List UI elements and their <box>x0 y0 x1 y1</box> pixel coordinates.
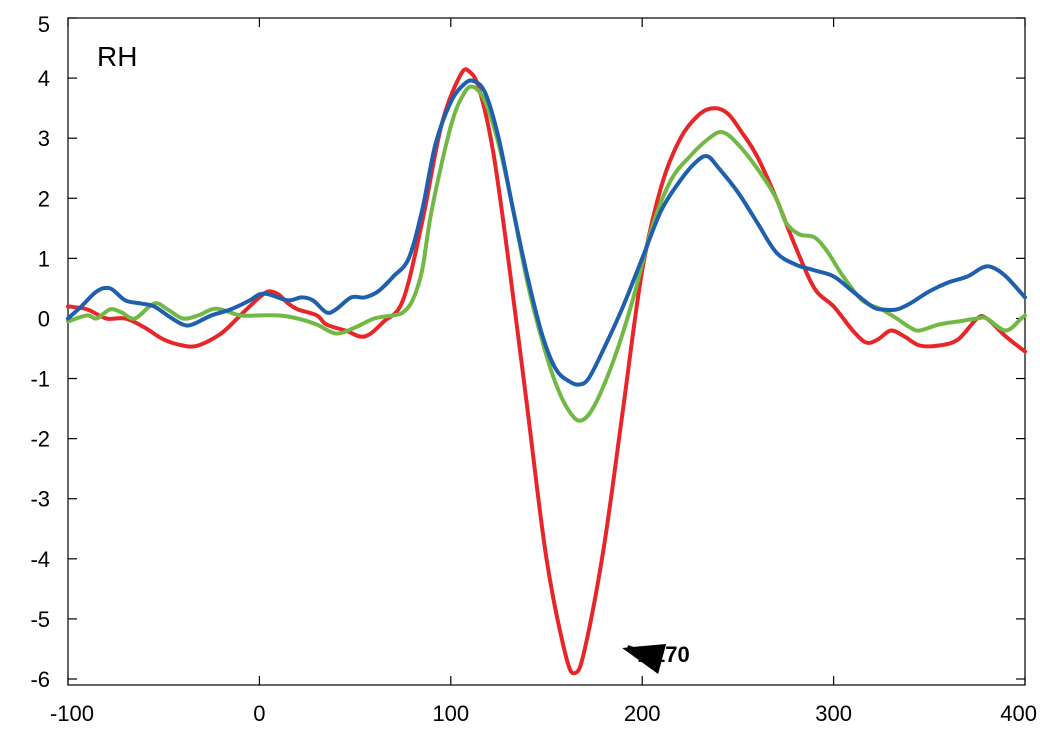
series-lines <box>66 67 1027 676</box>
x-tick-label: 100 <box>432 701 469 726</box>
y-tick-label: 2 <box>38 186 50 211</box>
y-tick-label: -5 <box>30 607 50 632</box>
y-tick-label: -1 <box>30 367 50 392</box>
y-tick-label: -4 <box>30 547 50 572</box>
y-tick-label: -2 <box>30 427 50 452</box>
x-tick-label: -100 <box>50 701 94 726</box>
y-tick-label: 5 <box>38 12 50 37</box>
series-line-1 <box>66 67 1027 676</box>
annotation-label: N170 <box>637 642 690 667</box>
y-tick-label: -3 <box>30 487 50 512</box>
series-line-3 <box>66 78 1027 387</box>
arrow-shaft <box>626 645 662 662</box>
x-tick-label: 200 <box>624 701 661 726</box>
x-tick-label: 300 <box>815 701 852 726</box>
n170-annotation: N170 <box>622 642 690 674</box>
y-tick-label: 0 <box>38 306 50 331</box>
y-tick-label: 3 <box>38 126 50 151</box>
x-tick-label: 400 <box>1000 701 1037 726</box>
tick-labels: -100 0 100 200 300 400 5 4 3 2 1 0 -1 -2 -3 -4 -5 -6 <box>30 12 1037 726</box>
x-tick-label: 0 <box>253 701 265 726</box>
y-tick-label: 4 <box>38 66 50 91</box>
y-tick-label: 1 <box>38 246 50 271</box>
y-tick-label: -6 <box>30 667 50 692</box>
series-line-2 <box>66 84 1027 423</box>
panel-label: RH <box>97 41 137 72</box>
